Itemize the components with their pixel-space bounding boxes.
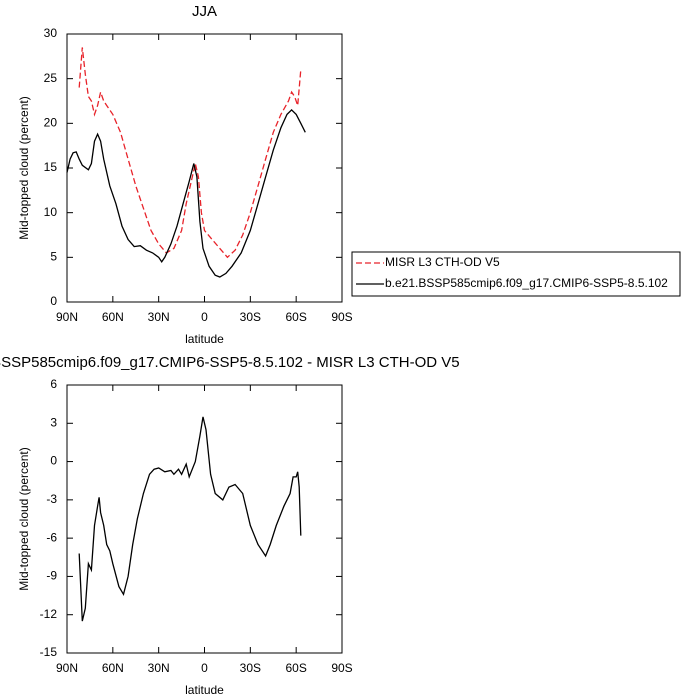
data-line [78, 47, 302, 259]
x-tick-label: 0 [201, 310, 208, 324]
y-tick-label: 3 [50, 415, 57, 429]
legend-label: b.e21.BSSP585cmip6.f09_g17.CMIP6-SSP5-8.… [385, 276, 668, 290]
y-tick-label: 0 [50, 454, 57, 468]
x-tick-label: 60N [102, 310, 124, 324]
x-tick-label: 30N [148, 661, 170, 675]
y-tick-label: 20 [44, 116, 58, 130]
y-tick-label: 5 [50, 250, 57, 264]
x-tick-label: 90S [331, 310, 352, 324]
y-tick-label: 10 [44, 205, 58, 219]
chart-title: b.e21.BSSP585cmip6.f09_g17.CMIP6-SSP5-8.… [0, 354, 460, 371]
plot-frame [66, 384, 343, 654]
x-tick-label: 90N [56, 310, 78, 324]
legend-label: MISR L3 CTH-OD V5 [385, 255, 500, 269]
x-tick-label: 90S [331, 661, 352, 675]
y-tick-label: -15 [40, 645, 58, 659]
x-tick-label: 60N [102, 661, 124, 675]
y-tick-label: 30 [44, 26, 58, 40]
chart-title: JJA [192, 3, 217, 20]
y-tick-label: 15 [44, 160, 58, 174]
y-axis-label: Mid-topped cloud (percent) [17, 96, 31, 239]
x-tick-label: 30S [240, 661, 261, 675]
x-tick-label: 60S [285, 310, 306, 324]
x-axis-label: latitude [185, 683, 224, 697]
x-axis-label: latitude [185, 332, 224, 346]
legend-box [351, 251, 681, 297]
x-tick-label: 0 [201, 661, 208, 675]
y-tick-label: -12 [40, 607, 58, 621]
x-tick-label: 30N [148, 310, 170, 324]
x-tick-label: 90N [56, 661, 78, 675]
x-tick-label: 30S [240, 310, 261, 324]
plot-frame [66, 33, 343, 303]
y-tick-label: -6 [46, 530, 57, 544]
y-tick-label: -9 [46, 569, 57, 583]
y-axis-label: Mid-topped cloud (percent) [17, 447, 31, 590]
x-tick-label: 60S [285, 661, 306, 675]
y-tick-label: -3 [46, 492, 57, 506]
y-tick-label: 6 [50, 377, 57, 391]
data-line [66, 108, 306, 278]
y-tick-label: 25 [44, 71, 58, 85]
y-tick-label: 0 [50, 294, 57, 308]
data-line [78, 416, 302, 622]
